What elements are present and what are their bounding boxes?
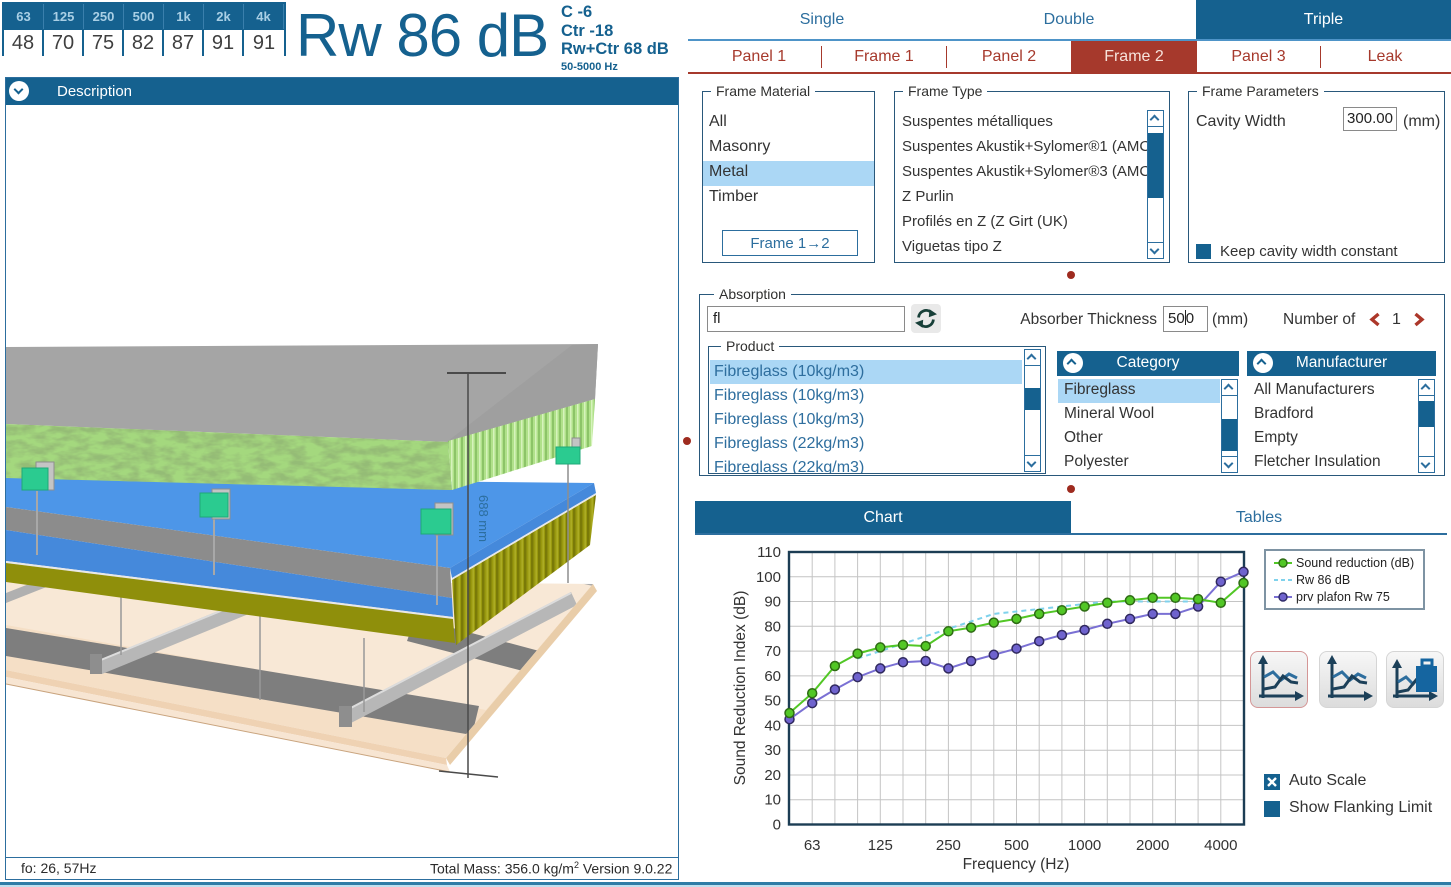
svg-text:Frequency (Hz): Frequency (Hz) <box>963 856 1070 873</box>
svg-text:90: 90 <box>764 594 781 611</box>
svg-text:125: 125 <box>868 837 893 854</box>
svg-text:60: 60 <box>764 668 781 685</box>
svg-text:40: 40 <box>764 717 781 734</box>
svg-text:500: 500 <box>1004 837 1029 854</box>
svg-text:100: 100 <box>756 569 781 586</box>
svg-text:688 mm: 688 mm <box>476 495 491 542</box>
svg-text:0: 0 <box>773 817 781 834</box>
svg-text:50: 50 <box>764 693 781 710</box>
svg-text:4000: 4000 <box>1204 837 1237 854</box>
svg-text:80: 80 <box>764 618 781 635</box>
svg-text:20: 20 <box>764 767 781 784</box>
svg-text:250: 250 <box>936 837 961 854</box>
svg-text:1000: 1000 <box>1068 837 1101 854</box>
svg-text:10: 10 <box>764 792 781 809</box>
svg-text:110: 110 <box>757 544 781 561</box>
svg-text:70: 70 <box>764 643 781 660</box>
svg-text:2000: 2000 <box>1136 837 1169 854</box>
svg-text:Sound Reduction Index (dB): Sound Reduction Index (dB) <box>732 591 749 786</box>
svg-text:30: 30 <box>764 742 781 759</box>
svg-text:63: 63 <box>804 837 821 854</box>
